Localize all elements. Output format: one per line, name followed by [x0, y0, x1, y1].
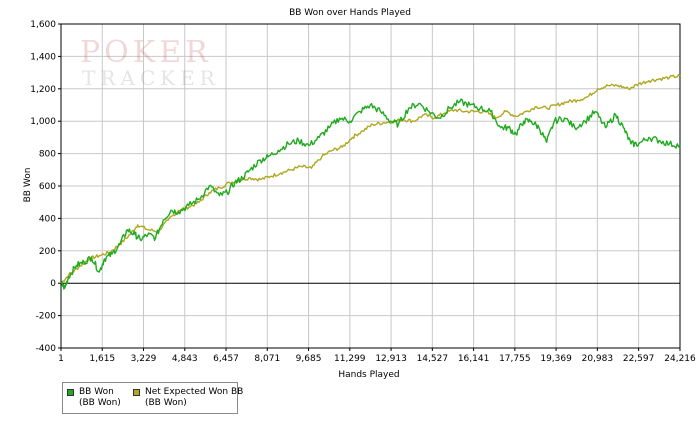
x-axis-title: Hands Played [338, 370, 399, 380]
x-tick-label: 8,071 [254, 354, 280, 364]
legend: BB Won (BB Won) Net Expected Won BB (BB … [62, 382, 243, 414]
plot-frame [60, 23, 681, 349]
legend-swatch-net-expected [133, 389, 140, 396]
y-tick-label: 800 [39, 150, 56, 160]
x-tick-label: 3,229 [131, 354, 157, 364]
x-tick-label: 11,299 [334, 354, 366, 364]
x-tick-label: 1,615 [89, 354, 115, 364]
x-tick-label: 24,216 [664, 354, 696, 364]
x-tick-label: 4,843 [172, 354, 198, 364]
y-tick-label: -400 [36, 344, 57, 354]
x-tick-label: 14,527 [417, 354, 449, 364]
legend-swatch-bb-won [67, 389, 74, 396]
y-axis-title: BB Won [23, 168, 33, 203]
y-tick-label: 200 [39, 247, 56, 257]
y-tick-label: 1,400 [30, 52, 56, 62]
legend-label-bb-won: BB Won [79, 387, 114, 397]
y-tick-label: 600 [39, 182, 56, 192]
chart-title: BB Won over Hands Played [289, 8, 411, 18]
y-tick-label: 0 [50, 279, 56, 289]
axes [58, 23, 681, 351]
x-tick-label: 6,457 [213, 354, 239, 364]
x-tick-label: 19,369 [540, 354, 572, 364]
x-tick-label: 20,983 [582, 354, 614, 364]
legend-label-net-expected: Net Expected Won BB [145, 387, 244, 397]
tick-labels: -400 -200 0 200 400 600 800 1,000 1,200 1,400 1,60… [30, 20, 696, 364]
x-tick-label: 22,597 [623, 354, 655, 364]
x-tick-label: 1 [58, 354, 64, 364]
y-tick-label: 1,000 [30, 117, 56, 127]
y-tick-label: 400 [39, 214, 56, 224]
x-tick-label: 16,141 [458, 354, 490, 364]
y-tick-label: -200 [36, 312, 57, 322]
y-tick-label: 1,600 [30, 20, 56, 30]
x-tick-label: 9,685 [296, 354, 322, 364]
series-layer [60, 73, 681, 290]
legend-sublabel-bb-won: (BB Won) [79, 398, 121, 408]
y-tick-label: 1,200 [30, 85, 56, 95]
x-tick-label: 12,913 [375, 354, 407, 364]
gridlines [60, 23, 681, 349]
x-tick-label: 17,755 [499, 354, 531, 364]
series-line-bb-won [60, 98, 681, 290]
legend-sublabel-net-expected: (BB Won) [145, 398, 187, 408]
